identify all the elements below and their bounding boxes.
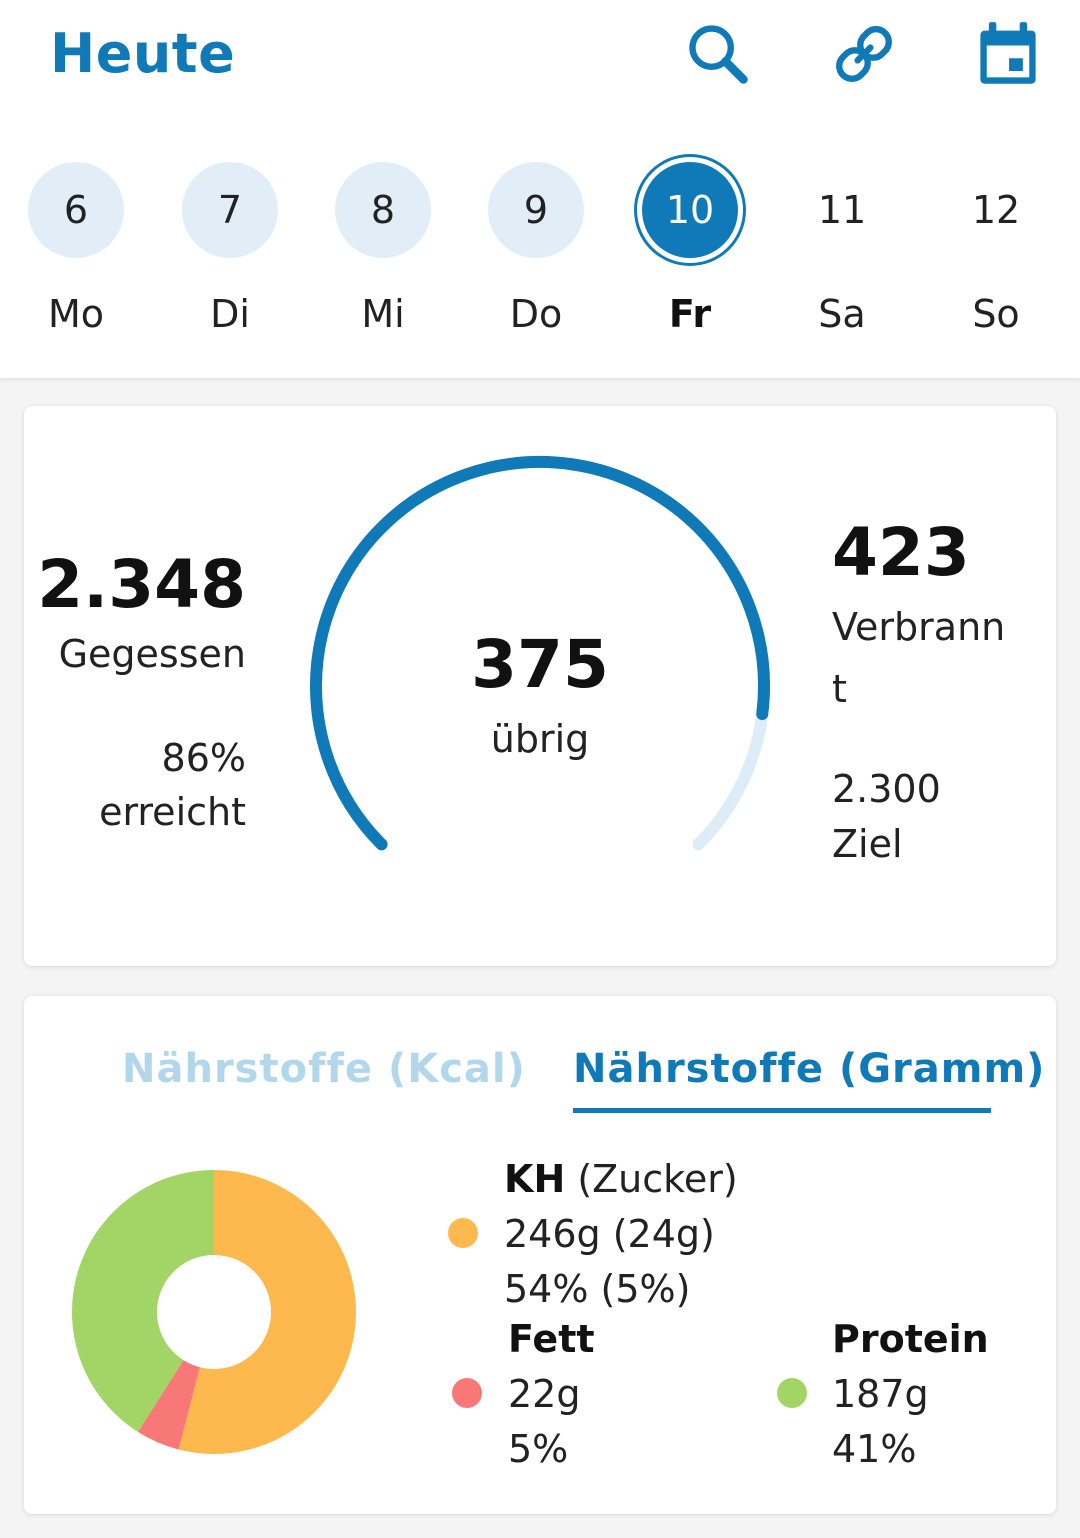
day-number: 8 (335, 162, 431, 258)
day-number: 7 (182, 162, 278, 258)
protein-legend-dot (777, 1378, 807, 1408)
protein-grams: 187g (832, 1372, 929, 1416)
search-button[interactable] (682, 18, 754, 90)
day-number: 12 (971, 188, 1021, 232)
macro-donut-chart (72, 1170, 356, 1454)
goal-value: 2.300 (832, 767, 941, 811)
day-number: 10 (642, 162, 738, 258)
calendar-icon (980, 22, 1036, 84)
percent-value: 86% (161, 736, 246, 780)
donut-slice-protein (72, 1170, 214, 1432)
day-sunday[interactable]: 12 So (948, 162, 1044, 336)
carbs-legend-dot (448, 1218, 478, 1248)
active-tab-indicator (573, 1108, 991, 1113)
day-wednesday[interactable]: 8 Mi (335, 162, 431, 336)
tab-nutrients-gramm[interactable]: Nährstoffe (Gramm) (573, 1046, 1046, 1092)
goal-label: Ziel (832, 822, 903, 866)
day-number: 11 (817, 188, 867, 232)
search-icon (689, 25, 748, 84)
carbs-grams: 246g (24g) (504, 1212, 715, 1256)
day-label: Mi (361, 292, 405, 336)
carbs-sugar-label: (Zucker) (565, 1157, 738, 1201)
carbs-legend: KH (Zucker) 246g (24g) 54% (5%) (504, 1152, 738, 1317)
link-button[interactable] (828, 18, 900, 90)
carbs-percent: 54% (5%) (504, 1267, 691, 1311)
eaten-value: 2.348 (37, 546, 246, 623)
fat-percent: 5% (508, 1427, 569, 1471)
fat-label: Fett (508, 1317, 595, 1361)
protein-label: Protein (832, 1317, 989, 1361)
day-label: Mo (47, 292, 105, 336)
burned-label-line1: Verbrann (832, 605, 1006, 649)
remaining-value: 375 (471, 626, 609, 703)
calendar-button[interactable] (972, 18, 1044, 90)
tab-nutrients-kcal[interactable]: Nährstoffe (Kcal) (122, 1046, 526, 1092)
remaining-label: übrig (490, 717, 590, 761)
donut-slice-fett (137, 1360, 200, 1450)
fat-legend: Fett 22g 5% (508, 1312, 595, 1477)
day-label: Sa (818, 292, 866, 336)
day-tuesday[interactable]: 7 Di (182, 162, 278, 336)
day-label: Fr (668, 292, 712, 336)
day-number: 9 (488, 162, 584, 258)
fat-legend-dot (452, 1378, 482, 1408)
day-friday[interactable]: 10 Fr (642, 162, 738, 336)
day-monday[interactable]: 6 Mo (28, 162, 124, 336)
percent-label: erreicht (99, 790, 246, 834)
protein-percent: 41% (832, 1427, 917, 1471)
burned-value: 423 (832, 514, 970, 591)
fat-grams: 22g (508, 1372, 581, 1416)
protein-legend: Protein 187g 41% (832, 1312, 989, 1477)
page-title: Heute (50, 22, 236, 85)
carbs-label: KH (504, 1157, 566, 1201)
day-number: 6 (28, 162, 124, 258)
day-label: Do (509, 292, 563, 336)
calorie-gauge (310, 456, 770, 851)
burned-label: Verbrann t (832, 596, 1005, 720)
day-label: So (972, 292, 1020, 336)
donut-slice-kh (178, 1170, 356, 1454)
day-saturday[interactable]: 11 Sa (794, 162, 890, 336)
link-icon (836, 26, 892, 82)
eaten-label: Gegessen (58, 632, 246, 676)
nutrients-card: Nährstoffe (Kcal) Nährstoffe (Gramm) KH … (24, 996, 1056, 1514)
calorie-summary-card[interactable]: 2.348 Gegessen 86% erreicht 375 übrig 42… (24, 406, 1056, 966)
day-label: Di (210, 292, 250, 336)
day-thursday[interactable]: 9 Do (488, 162, 584, 336)
burned-label-line2: t (832, 667, 847, 711)
app-header: Heute 6 Mo 7 Di 8 Mi (0, 0, 1080, 378)
